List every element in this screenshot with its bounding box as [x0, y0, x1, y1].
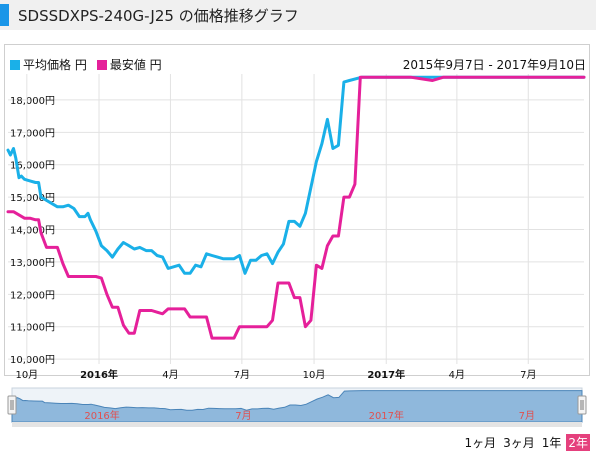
x-tick-label: 10月 — [303, 369, 326, 380]
navigator-label: 7月 — [519, 410, 535, 422]
chart-frame — [4, 44, 590, 376]
navigator-label: 7月 — [235, 410, 251, 422]
navigator-scrollbar — [12, 422, 582, 427]
y-tick-label: 14,000円 — [10, 226, 55, 237]
x-tick-label: 4月 — [449, 369, 465, 380]
period-button-3[interactable]: 2年 — [566, 434, 590, 451]
navigator-label: 2017年 — [369, 409, 404, 422]
legend-label-min: 最安値 円 — [109, 58, 162, 72]
navigator-handle-left[interactable] — [7, 395, 17, 415]
x-tick-label: 7月 — [234, 369, 250, 380]
chart-legend: 平均価格 円 最安値 円 — [10, 56, 172, 73]
legend-item-min[interactable]: 最安値 円 — [96, 56, 162, 73]
navigator-label: 2016年 — [84, 409, 119, 422]
period-selector: 1ヶ月 3ヶ月 1年 2年 — [459, 434, 590, 451]
y-tick-label: 11,000円 — [10, 323, 55, 334]
date-range-label: 2015年9月7日 - 2017年9月10日 — [402, 58, 586, 72]
y-tick-label: 12,000円 — [10, 290, 55, 301]
series-line-min — [6, 75, 586, 340]
y-tick-label: 15,000円 — [10, 193, 55, 204]
y-tick-label: 18,000円 — [10, 96, 55, 107]
x-tick-label: 2017年 — [367, 368, 405, 380]
navigator-handle-right[interactable] — [577, 395, 587, 415]
x-tick-label: 7月 — [520, 369, 536, 380]
y-tick-label: 10,000円 — [10, 355, 55, 366]
series-line-avg — [6, 75, 586, 275]
navigator-area — [11, 390, 583, 423]
x-tick-label: 10月 — [15, 369, 38, 380]
period-button-2[interactable]: 1年 — [541, 436, 562, 450]
legend-swatch-min — [96, 60, 107, 70]
x-tick-label: 2016年 — [80, 368, 118, 380]
x-tick-label: 4月 — [162, 369, 178, 380]
y-tick-label: 16,000円 — [10, 161, 55, 172]
header-accent-bar — [0, 4, 9, 26]
legend-swatch-avg — [10, 60, 20, 70]
legend-item-avg[interactable]: 平均価格 円 — [10, 56, 87, 73]
legend-label-avg: 平均価格 円 — [23, 58, 87, 72]
y-tick-label: 17,000円 — [10, 128, 55, 139]
period-button-0[interactable]: 1ヶ月 — [464, 436, 497, 450]
period-button-1[interactable]: 3ヶ月 — [503, 436, 535, 450]
y-tick-label: 13,000円 — [10, 258, 55, 269]
page-title: SDSSDXPS-240G-J25 の価格推移グラフ — [18, 7, 299, 25]
page-header: SDSSDXPS-240G-J25 の価格推移グラフ — [0, 0, 596, 30]
price-chart: 10,000円 11,000円 12,000円 13,000円 14,000円 15,00… — [6, 74, 586, 380]
